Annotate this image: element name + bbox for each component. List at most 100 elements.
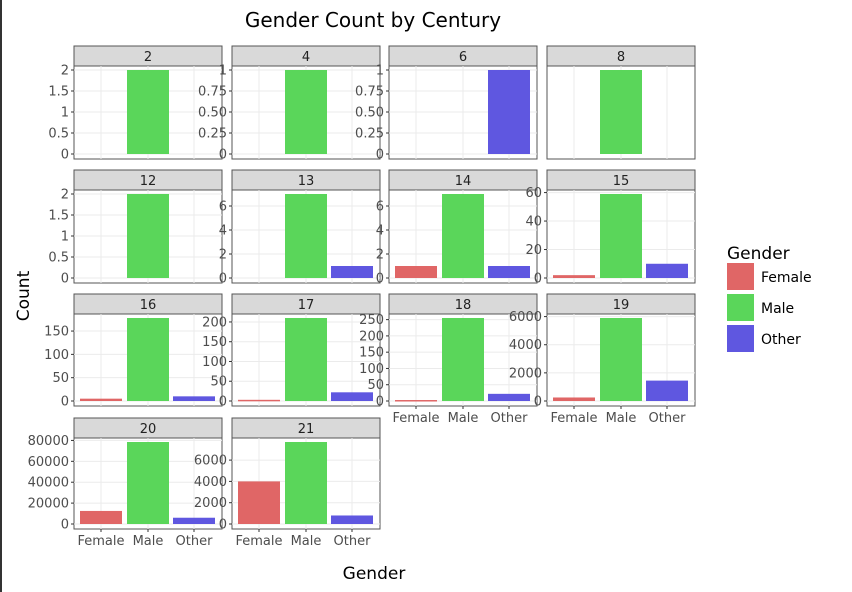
bar-female xyxy=(395,400,437,402)
facet-strip-label: 21 xyxy=(298,422,315,437)
y-tick-label: 2 xyxy=(219,248,227,263)
y-tick-label: 200 xyxy=(202,315,227,330)
y-tick-label: 50 xyxy=(367,378,384,393)
facet-panel-15: 15 0 20 40 60 xyxy=(525,169,696,287)
y-tick-label: 0.25 xyxy=(355,127,384,142)
y-tick-label: 0 xyxy=(219,272,227,287)
facet-panel-2: 2 0 0.5 1 1.5 2 xyxy=(48,45,223,163)
facet-panel-14: 14 0 2 4 6 xyxy=(376,169,538,287)
facet-panel-4: 4 0 0.25 0.50 0.75 1 xyxy=(198,45,381,163)
y-tick-label: 60000 xyxy=(28,455,69,470)
bar-female xyxy=(238,399,280,402)
bar-male xyxy=(442,194,484,278)
bar-male xyxy=(285,442,327,524)
bar-male xyxy=(285,70,327,154)
facet-strip-label: 8 xyxy=(617,50,625,65)
bar-other xyxy=(488,393,530,401)
legend-swatch-male xyxy=(727,294,754,321)
y-tick-label: 0.50 xyxy=(355,106,384,121)
y-tick-label: 2 xyxy=(376,248,384,263)
y-tick-label: 0 xyxy=(219,148,227,163)
y-tick-label: 0 xyxy=(219,518,227,533)
x-tick-label: Female xyxy=(77,534,124,549)
y-tick-label: 20000 xyxy=(28,497,69,512)
chart-title: Gender Count by Century xyxy=(245,8,501,32)
facet-strip-label: 13 xyxy=(298,174,315,189)
facet-panel-13: 13 0 2 4 6 xyxy=(219,169,381,287)
y-tick-label: 150 xyxy=(44,325,69,340)
bar-other xyxy=(488,70,530,154)
bar-female xyxy=(553,275,595,278)
facet-strip-label: 20 xyxy=(140,422,157,437)
facet-panel-21: 21 0 2000 4000 6000 Female Male Other xyxy=(194,417,381,549)
legend-label-male: Male xyxy=(761,301,794,317)
facet-strip-label: 6 xyxy=(459,50,467,65)
y-tick-label: 6 xyxy=(219,200,227,215)
window-left-edge xyxy=(0,0,2,592)
bar-male xyxy=(127,442,169,524)
x-tick-label: Other xyxy=(334,534,372,549)
y-tick-label: 0 xyxy=(534,395,542,410)
bar-male xyxy=(600,70,642,154)
x-tick-label: Female xyxy=(392,411,439,426)
y-tick-label: 80000 xyxy=(28,434,69,449)
facet-panel-12: 12 0 0.5 1 1.5 2 xyxy=(48,169,223,287)
facet-strip-label: 18 xyxy=(455,298,472,313)
y-tick-label: 150 xyxy=(359,346,384,361)
y-tick-label: 0 xyxy=(534,272,542,287)
bar-other xyxy=(331,392,373,401)
bar-other xyxy=(646,380,688,401)
y-tick-label: 40000 xyxy=(28,476,69,491)
bar-male xyxy=(285,318,327,401)
legend-label-female: Female xyxy=(761,270,812,286)
x-tick-label: Male xyxy=(291,534,322,549)
bar-other xyxy=(173,517,215,524)
y-tick-label: 2000 xyxy=(509,366,542,381)
x-tick-label: Female xyxy=(235,534,282,549)
y-tick-label: 2 xyxy=(61,64,69,79)
facet-strip-label: 15 xyxy=(613,174,630,189)
y-tick-label: 0 xyxy=(376,395,384,410)
y-tick-label: 4000 xyxy=(194,475,227,490)
x-tick-label: Male xyxy=(133,534,164,549)
y-tick-label: 1 xyxy=(61,106,69,121)
y-tick-label: 2000 xyxy=(194,496,227,511)
y-tick-label: 6 xyxy=(376,200,384,215)
facet-panel-8: 8 xyxy=(546,45,696,160)
bar-female xyxy=(80,510,122,524)
y-tick-label: 0.75 xyxy=(355,85,384,100)
bar-other xyxy=(331,266,373,278)
y-tick-label: 100 xyxy=(44,348,69,363)
y-tick-label: 0.5 xyxy=(48,251,69,266)
bar-other xyxy=(173,396,215,401)
y-tick-label: 1 xyxy=(61,230,69,245)
facet-strip-label: 19 xyxy=(613,298,630,313)
y-tick-label: 4 xyxy=(219,224,227,239)
facet-panel-16: 16 0 50 100 150 xyxy=(44,293,223,410)
y-tick-label: 0 xyxy=(61,518,69,533)
facet-panel-19: 19 0 2000 4000 6000 Female Male Other xyxy=(509,293,696,426)
facet-panel-17: 17 0 50 100 150 200 xyxy=(202,293,381,410)
y-tick-label: 0 xyxy=(61,395,69,410)
y-tick-label: 1 xyxy=(219,64,227,79)
y-tick-label: 0 xyxy=(219,395,227,410)
x-tick-label: Male xyxy=(448,411,479,426)
facet-panel-20: 20 0 20000 40000 60000 80000 Female Male Other xyxy=(28,417,223,549)
y-tick-label: 50 xyxy=(52,371,69,386)
x-tick-label: Other xyxy=(176,534,214,549)
y-tick-label: 50 xyxy=(210,375,227,390)
y-tick-label: 0 xyxy=(61,272,69,287)
y-tick-label: 40 xyxy=(525,215,542,230)
y-tick-label: 1.5 xyxy=(48,209,69,224)
y-tick-label: 0 xyxy=(376,272,384,287)
bar-other xyxy=(331,515,373,524)
x-tick-label: Female xyxy=(550,411,597,426)
y-tick-label: 100 xyxy=(202,355,227,370)
facet-strip-label: 4 xyxy=(302,50,310,65)
y-tick-label: 0.5 xyxy=(48,127,69,142)
y-tick-label: 0 xyxy=(61,148,69,163)
bar-male xyxy=(127,70,169,154)
facet-strip-label: 17 xyxy=(298,298,315,313)
bar-male xyxy=(442,318,484,401)
